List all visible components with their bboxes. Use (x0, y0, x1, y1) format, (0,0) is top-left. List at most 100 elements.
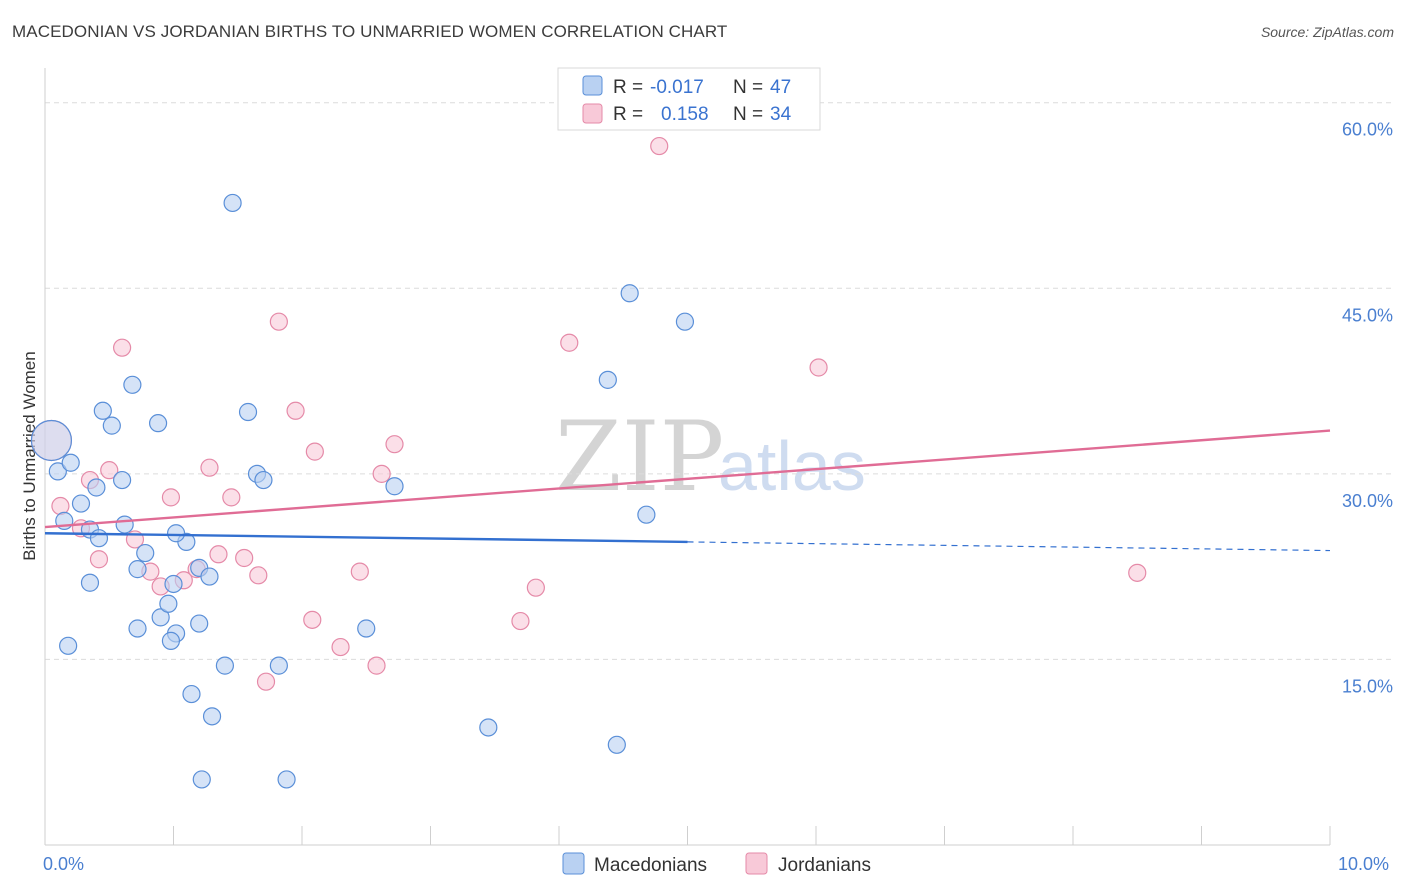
macedonians-point-33 (277, 770, 296, 789)
legend-n-label-jordanians: N = (733, 104, 763, 125)
jordanians-point-5 (100, 461, 119, 480)
y-tick-label-60: 60.0% (1342, 120, 1393, 140)
macedonians-point-45 (607, 735, 626, 754)
source-label: Source: ZipAtlas.com (1260, 24, 1394, 40)
macedonians-point-25 (215, 656, 234, 675)
macedonians-point-28 (238, 402, 258, 422)
macedonians-trend-extension (687, 541, 1331, 552)
chart-title: MACEDONIAN VS JORDANIAN BIRTHS TO UNMARR… (12, 22, 728, 41)
jordanians-point-29 (526, 578, 545, 597)
macedonians-point-15 (151, 608, 170, 627)
x-tick-label-max: 10.0% (1338, 854, 1389, 874)
macedonians-point-31 (269, 656, 288, 675)
watermark-atlas: atlas (718, 427, 866, 505)
jordanians-point-24 (350, 562, 369, 581)
macedonians-point-21 (190, 614, 209, 633)
y-tick-label-45: 45.0% (1342, 305, 1393, 325)
jordanians-point-15 (222, 488, 241, 507)
macedonians-point-23 (182, 684, 201, 704)
jordanians-point-31 (650, 136, 669, 156)
jordanians-point-32 (809, 358, 828, 377)
macedonians-point-27 (223, 193, 242, 213)
jordanians-point-30 (560, 333, 579, 352)
jordanians-point-6 (112, 338, 132, 357)
macedonians-point-46 (112, 470, 132, 490)
jordanians-point-22 (305, 442, 324, 461)
macedonians-point-36 (59, 636, 78, 655)
macedonians-point-42 (637, 505, 656, 524)
y-tick-label-15: 15.0% (1342, 676, 1393, 696)
macedonians-point-3 (71, 494, 91, 513)
macedonians-point-11 (123, 375, 142, 394)
macedonians-point-26 (202, 707, 222, 726)
jordanians-point-19 (269, 312, 288, 331)
watermark-zip: ZIP (555, 401, 724, 513)
macedonians-point-13 (136, 543, 155, 563)
y-axis-label: Births to Unmarried Women (20, 351, 39, 560)
macedonians-point-22 (161, 631, 181, 650)
series-legend: Macedonians Jordanians (562, 852, 871, 876)
y-tick-label-30: 30.0% (1342, 491, 1393, 511)
macedonians-point-0 (30, 419, 73, 462)
jordanians-point-13 (200, 458, 219, 477)
macedonians-point-6 (93, 401, 112, 420)
jordanians-point-23 (331, 637, 350, 657)
jordanians-point-20 (286, 401, 305, 420)
macedonians-point-9 (89, 529, 109, 548)
macedonians-point-38 (357, 619, 376, 638)
macedonians-point-2 (61, 453, 80, 472)
jordanians-point-33 (1128, 563, 1147, 582)
macedonians-point-12 (148, 414, 168, 433)
macedonians-point-32 (192, 770, 211, 789)
macedonians-point-16 (159, 594, 178, 613)
jordanians-point-16 (235, 548, 254, 568)
x-tick-label-min: 0.0% (43, 854, 84, 874)
macedonians-points (30, 193, 695, 789)
macedonians-trend-line (44, 532, 688, 544)
macedonians-point-24 (200, 567, 219, 586)
macedonians-point-41 (598, 370, 617, 389)
bottom-legend-swatch-macedonians (562, 852, 585, 875)
macedonians-point-7 (102, 416, 121, 435)
jordanians-point-17 (249, 566, 268, 585)
jordanians-point-26 (372, 464, 391, 483)
grid-lines (45, 102, 1395, 660)
legend-r-value-macedonians: -0.017 (650, 77, 704, 98)
macedonians-point-43 (675, 312, 695, 331)
macedonians-point-35 (80, 573, 100, 592)
macedonians-point-34 (128, 619, 147, 638)
legend-n-label-macedonians: N = (733, 77, 763, 98)
jordanians-point-21 (303, 610, 322, 629)
jordanians-point-27 (385, 435, 404, 454)
bottom-legend-macedonians: Macedonians (594, 855, 707, 876)
legend-r-label-macedonians: R = (613, 77, 643, 98)
legend-r-label-jordanians: R = (613, 104, 643, 125)
macedonians-point-39 (385, 477, 404, 496)
jordanians-point-1 (51, 496, 70, 516)
jordanians-point-10 (161, 488, 181, 507)
macedonians-point-19 (164, 574, 183, 594)
jordanians-point-4 (89, 550, 109, 569)
jordanians-trend-line (44, 429, 1331, 529)
legend-r-value-jordanians: 0.158 (661, 104, 709, 125)
macedonians-point-5 (87, 478, 106, 497)
macedonians-point-37 (166, 524, 186, 543)
y-axis-tick-labels: 15.0% 30.0% 45.0% 60.0% (1342, 120, 1393, 697)
macedonians-point-14 (128, 560, 147, 579)
jordanians-point-25 (367, 656, 386, 675)
correlation-legend: R = -0.017 N = 47 R = 0.158 N = 34 (557, 67, 821, 131)
x-axis-ticks (44, 826, 1331, 845)
legend-n-value-jordanians: 34 (770, 104, 792, 125)
jordanians-point-14 (209, 545, 228, 564)
macedonians-point-1 (48, 462, 67, 481)
trend-lines (44, 429, 1331, 552)
macedonians-point-10 (115, 515, 134, 534)
jordanians-point-18 (256, 672, 276, 691)
bottom-legend-swatch-jordanians (745, 852, 768, 875)
jordanians-point-28 (511, 611, 530, 631)
macedonians-point-40 (479, 718, 498, 737)
macedonians-point-30 (254, 470, 273, 490)
legend-n-value-macedonians: 47 (770, 77, 791, 98)
legend-swatch-jordanians (582, 103, 603, 124)
